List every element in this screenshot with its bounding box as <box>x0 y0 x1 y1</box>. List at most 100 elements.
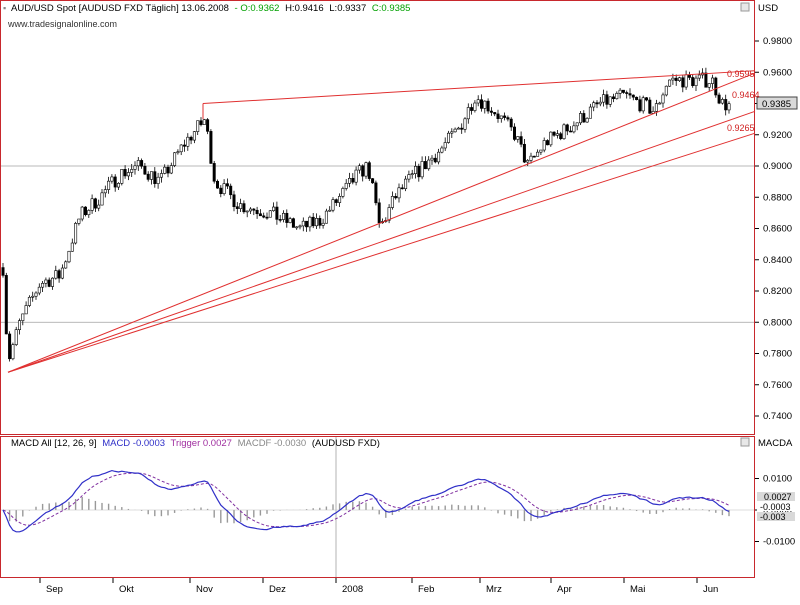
candle-body <box>641 97 645 112</box>
candle-body <box>371 178 375 184</box>
candle-body <box>456 127 460 130</box>
candle-body <box>222 183 226 194</box>
candle-body <box>120 169 124 184</box>
candle-body <box>390 196 394 208</box>
candle-body <box>199 120 203 125</box>
candle-body <box>202 119 206 125</box>
candle-body <box>677 77 681 81</box>
candle-body <box>183 144 187 147</box>
candle-body <box>555 133 559 136</box>
candle-body <box>479 99 483 109</box>
candle-body <box>542 140 546 151</box>
candle-body <box>413 166 417 174</box>
candle-body <box>724 99 728 111</box>
candle-body <box>569 130 573 133</box>
price-axis-label: 0.9600 <box>763 67 792 78</box>
candle-body <box>509 118 513 128</box>
candle-body <box>377 202 381 224</box>
candle-body <box>588 106 592 119</box>
candle-body <box>21 313 25 321</box>
settings-icon[interactable]: ▪ <box>3 3 6 13</box>
candle-body <box>67 250 71 263</box>
candle-body <box>450 131 454 134</box>
candle-body <box>1 267 5 276</box>
candle-body <box>374 182 378 204</box>
candle-body <box>186 136 190 147</box>
candle-body <box>176 151 180 154</box>
header-open: - O:0.9362 <box>235 3 280 14</box>
candle-body <box>529 155 533 161</box>
candle-body <box>31 295 35 298</box>
macdf-tag <box>757 512 795 521</box>
trendline <box>7 110 756 373</box>
macd-line <box>2 469 730 533</box>
candle-body <box>644 97 648 101</box>
candle-body <box>166 166 170 174</box>
macd-panel-frame <box>0 436 755 578</box>
candle-body <box>522 143 526 163</box>
candle-body <box>262 215 266 218</box>
candle-body <box>602 94 606 103</box>
candle-body <box>463 118 467 130</box>
candle-body <box>34 292 38 297</box>
candle-body <box>582 113 586 123</box>
candle-body <box>503 115 507 118</box>
candle-body <box>93 198 97 209</box>
price-axis-label: 0.8600 <box>763 224 792 235</box>
candle-body <box>252 208 256 211</box>
candle-body <box>618 89 622 94</box>
price-axis-label: 0.7400 <box>763 411 792 422</box>
candle-body <box>437 151 441 163</box>
chart-header-title: AUD/USD Spot [AUDUSD FXD Täglich] 13.06.… <box>11 3 229 14</box>
candle-body <box>595 102 599 105</box>
macdf-tag-label: -0.003 <box>760 512 786 522</box>
candle-body <box>11 344 15 360</box>
candle-body <box>74 223 78 244</box>
candle-body <box>278 219 282 221</box>
price-axis-label: 0.7600 <box>763 380 792 391</box>
candle-body <box>545 140 549 146</box>
candle-body <box>295 226 299 229</box>
date-axis-label: Dez <box>269 584 286 595</box>
candle-body <box>499 115 503 119</box>
candle-body <box>681 77 685 88</box>
candle-body <box>489 110 493 113</box>
candle-body <box>423 161 427 170</box>
candle-body <box>249 208 253 212</box>
candle-body <box>305 220 309 228</box>
candle-body <box>697 74 701 79</box>
candle-body <box>169 165 173 174</box>
candle-body <box>288 218 292 223</box>
candle-body <box>84 206 88 216</box>
candle-body <box>70 242 74 252</box>
candle-body <box>427 159 431 170</box>
candle-body <box>324 210 328 224</box>
candle-body <box>57 270 61 279</box>
candle-body <box>136 160 140 167</box>
candle-body <box>453 128 457 133</box>
price-panel-close-icon[interactable] <box>740 2 750 12</box>
macd-panel-close-icon[interactable] <box>740 437 750 447</box>
candle-body <box>54 270 58 279</box>
candle-body <box>674 77 678 81</box>
candle-body <box>714 77 718 96</box>
date-axis-label: Mai <box>630 584 645 595</box>
candle-body <box>357 165 361 171</box>
price-axis-label: 0.9200 <box>763 130 792 141</box>
candle-body <box>433 157 437 163</box>
price-axis-label: 0.8200 <box>763 286 792 297</box>
candle-body <box>192 131 196 141</box>
candle-body <box>14 329 18 345</box>
macd-axis-label: 0.0100 <box>763 474 792 485</box>
candle-body <box>173 152 177 166</box>
candlestick-series <box>1 67 731 362</box>
candle-body <box>24 305 28 315</box>
candle-body <box>163 166 167 174</box>
candle-body <box>578 113 582 124</box>
date-axis-label: 2008 <box>342 584 363 595</box>
candle-body <box>585 117 589 123</box>
candle-body <box>156 176 160 184</box>
candle-body <box>123 169 127 177</box>
candle-body <box>90 198 94 211</box>
